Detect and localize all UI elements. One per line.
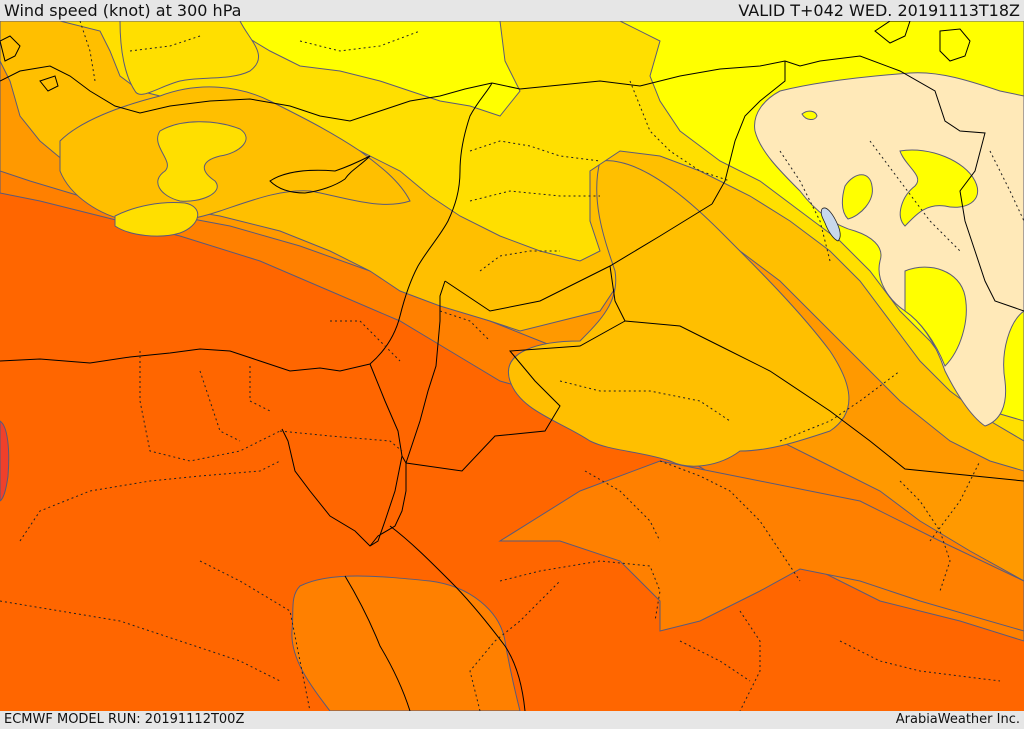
band-ffbf00-iraq (507, 160, 850, 467)
band-ff8000-se (498, 460, 1024, 632)
band-ffff00-nw (119, 21, 260, 95)
valid-time: VALID T+042 WED. 20191113T18Z (738, 1, 1020, 20)
brand-label: ArabiaWeather Inc. (895, 712, 1020, 727)
map-title: Wind speed (knot) at 300 hPa (4, 1, 242, 20)
country-borders (0, 21, 1024, 711)
header-bar: Wind speed (knot) at 300 hPa VALID T+042… (0, 0, 1024, 21)
lake-urmia (820, 207, 841, 242)
band-ffff00-iran-c (841, 174, 873, 220)
province-borders (0, 21, 1024, 711)
band-ffff00-iran-b (904, 266, 967, 367)
band-ffdf00-med-patch2 (114, 202, 198, 237)
band-ffdf00-med-patch (157, 121, 247, 202)
band-f0402a (0, 420, 10, 502)
band-ffff00-iran-a (899, 149, 979, 227)
footer-bar: ECMWF MODEL RUN: 20191112T00Z ArabiaWeat… (0, 711, 1024, 729)
wind-speed-map (0, 21, 1024, 711)
band-ff8000-south (291, 575, 521, 711)
model-run-label: ECMWF MODEL RUN: 20191112T00Z (4, 712, 245, 727)
band-ffff00-iran-d (801, 110, 818, 120)
